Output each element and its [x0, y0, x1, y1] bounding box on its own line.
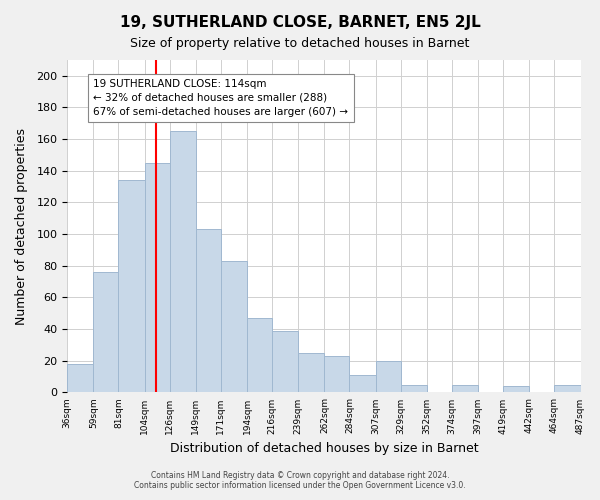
Bar: [272, 330, 298, 392]
Bar: [221, 261, 247, 392]
Bar: [145, 163, 170, 392]
Y-axis label: Number of detached properties: Number of detached properties: [15, 128, 28, 324]
Bar: [67, 364, 94, 392]
Bar: [325, 356, 349, 393]
Bar: [554, 384, 581, 392]
Bar: [376, 361, 401, 392]
Bar: [401, 384, 427, 392]
Bar: [247, 318, 272, 392]
Bar: [94, 272, 118, 392]
Bar: [196, 230, 221, 392]
Bar: [170, 131, 196, 392]
Bar: [298, 353, 325, 393]
Bar: [118, 180, 145, 392]
Bar: [503, 386, 529, 392]
X-axis label: Distribution of detached houses by size in Barnet: Distribution of detached houses by size …: [170, 442, 478, 455]
Text: 19, SUTHERLAND CLOSE, BARNET, EN5 2JL: 19, SUTHERLAND CLOSE, BARNET, EN5 2JL: [119, 15, 481, 30]
Text: Size of property relative to detached houses in Barnet: Size of property relative to detached ho…: [130, 38, 470, 51]
Bar: [349, 375, 376, 392]
Text: 19 SUTHERLAND CLOSE: 114sqm
← 32% of detached houses are smaller (288)
67% of se: 19 SUTHERLAND CLOSE: 114sqm ← 32% of det…: [94, 79, 349, 117]
Bar: [452, 384, 478, 392]
Text: Contains HM Land Registry data © Crown copyright and database right 2024.
Contai: Contains HM Land Registry data © Crown c…: [134, 470, 466, 490]
